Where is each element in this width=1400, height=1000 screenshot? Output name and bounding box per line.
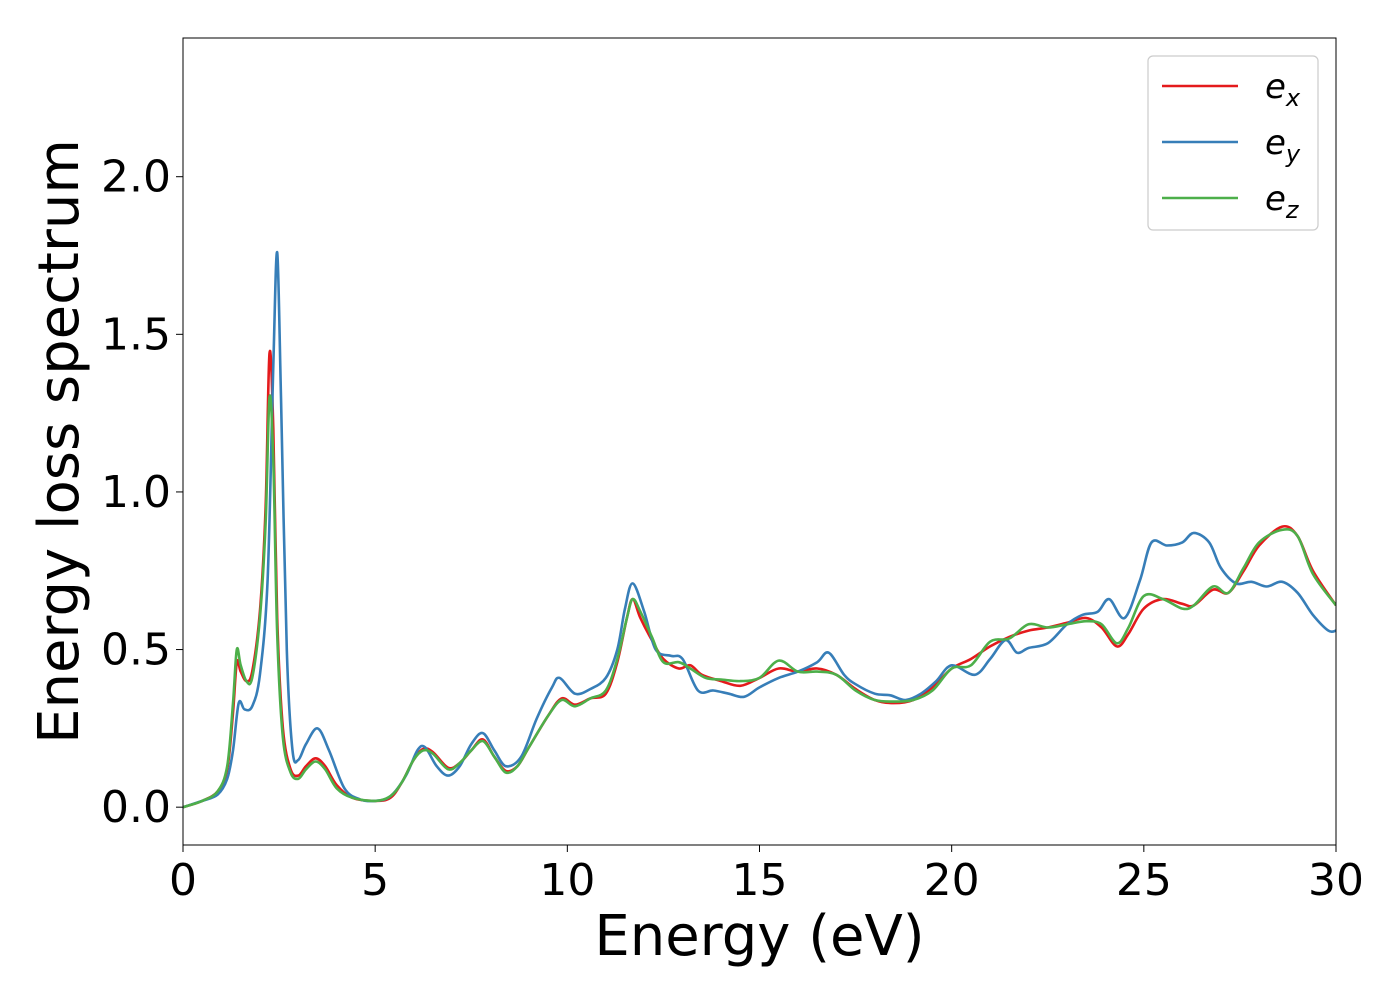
x-tick-label: 0 <box>169 855 197 906</box>
x-axis: 0 5 10 15 20 25 30 <box>169 845 1364 906</box>
x-tick-label: 10 <box>539 855 595 906</box>
x-tick-label: 25 <box>1116 855 1172 906</box>
legend-label-ey: ey <box>1265 123 1301 168</box>
legend-label-ex: ex <box>1265 67 1301 112</box>
series-layer <box>183 251 1336 809</box>
plot-area <box>182 37 1337 846</box>
y-tick-label: 2.0 <box>101 152 171 203</box>
y-tick-label: 0.5 <box>101 625 171 676</box>
legend-label-ez: ez <box>1265 179 1300 224</box>
legend: ex ey ez <box>1147 55 1319 231</box>
x-tick-label: 30 <box>1308 855 1364 906</box>
y-tick-label: 0.0 <box>101 782 171 833</box>
x-axis-title: Energy (eV) <box>594 904 924 969</box>
y-tick-label: 1.0 <box>101 467 171 518</box>
y-tick-label: 1.5 <box>101 309 171 360</box>
x-tick-label: 20 <box>924 855 980 906</box>
x-tick-label: 15 <box>732 855 788 906</box>
x-tick-label: 5 <box>361 855 389 906</box>
series-line-ez <box>183 394 1336 809</box>
y-axis-title: Energy loss spectrum <box>27 139 92 744</box>
y-axis: 0.0 0.5 1.0 1.5 2.0 <box>101 152 183 833</box>
series-line-ey <box>183 251 1336 809</box>
